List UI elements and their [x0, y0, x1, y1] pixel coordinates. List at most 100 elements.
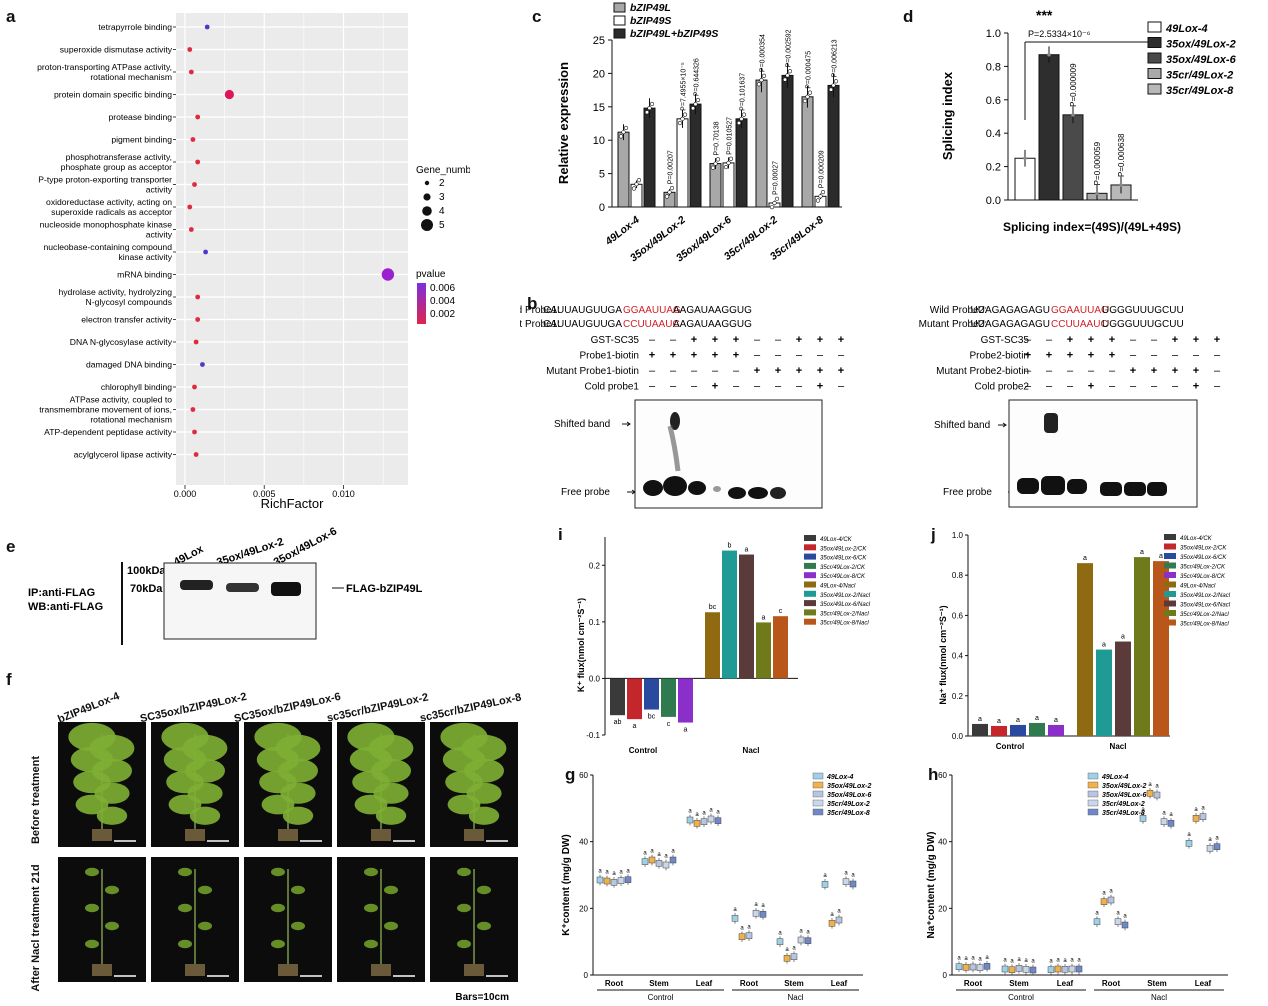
data-point	[782, 77, 788, 82]
significance-letter: a	[1083, 555, 1087, 562]
wild-probe2-seq-a: UUAGAGAGAGU	[971, 305, 1050, 316]
bar	[735, 118, 748, 208]
group-label: Control	[629, 746, 657, 755]
y-axis-label: K⁺content (mg/g DW)	[561, 834, 572, 935]
go-term-line: protein domain specific binding	[54, 90, 172, 100]
significance-letter: a	[1215, 835, 1219, 841]
go-term-label: mRNA binding	[117, 270, 172, 280]
legend-label: bZIP49L	[630, 2, 671, 14]
data-point	[664, 194, 670, 199]
box	[1100, 898, 1108, 905]
shifted-band-label-1: Shifted band	[554, 419, 610, 430]
bar	[1010, 724, 1026, 736]
box	[700, 818, 708, 825]
box	[955, 963, 963, 970]
data-point	[772, 200, 777, 206]
box	[662, 861, 670, 869]
condition-sign: +	[1109, 334, 1115, 346]
significance-letter: a	[650, 849, 654, 855]
go-dot	[190, 137, 196, 142]
legend-label: 35ox/49Lox-6	[827, 792, 871, 799]
box	[669, 856, 677, 864]
box	[1068, 965, 1076, 973]
group-label: Control	[996, 742, 1024, 751]
significance-letter: a	[837, 909, 841, 915]
condition-sign: –	[691, 365, 698, 377]
bar	[644, 678, 659, 710]
y-tick-label: -0.1	[586, 731, 600, 740]
panel-i-label: i	[558, 525, 563, 544]
panel-g-label: g	[565, 765, 576, 784]
column-labels: bZIP49Lox-4 SC35ox/bZIP49Lox-2 SC35ox/bZ…	[46, 660, 522, 726]
tissue-label: Root	[1102, 979, 1121, 988]
go-dot	[203, 249, 209, 255]
legend-label: 35ox/49Lox-6	[1166, 54, 1237, 66]
box	[797, 936, 805, 944]
plant-leaf	[291, 921, 305, 931]
legend-swatch	[804, 572, 816, 579]
box	[776, 938, 784, 945]
condition-label: Probe1-biotin	[580, 351, 639, 362]
go-term-line: protease binding	[108, 112, 172, 122]
y-tick-label: 0.4	[986, 128, 1001, 140]
significance-letter: a	[1095, 910, 1099, 916]
data-point	[713, 161, 718, 166]
data-point	[1119, 183, 1123, 187]
significance-letter: a	[1148, 782, 1152, 788]
band	[271, 582, 301, 596]
condition-sign: +	[1109, 350, 1115, 362]
legend-label: 35ox/49Lox-2/Nacl	[1180, 593, 1231, 599]
legend-label: 49Lox-4/CK	[1180, 536, 1213, 542]
plant-leaf	[85, 903, 99, 913]
y-tick-label: 40	[579, 838, 588, 847]
bar	[643, 107, 656, 208]
legend-label: 49Lox-4	[826, 774, 854, 781]
plant-leaf	[198, 885, 212, 895]
y-tick-label: 25	[593, 35, 605, 47]
x-tick-label: 0.000	[174, 489, 197, 499]
box	[1001, 965, 1009, 973]
legend-swatch	[804, 590, 816, 597]
y-tick-label: 15	[593, 102, 605, 114]
data-point	[1047, 52, 1051, 57]
condition-sign: +	[670, 350, 676, 362]
band	[688, 481, 706, 495]
x-axis-label: RichFactor	[261, 496, 325, 511]
go-term-line: chlorophyll binding	[101, 382, 172, 392]
mutant-probe2-seq-c: UGGGUUUGCUU	[1102, 319, 1184, 330]
condition-sign: –	[1151, 381, 1158, 393]
legend-label: 35cr/49Lox-2/Nacl	[820, 611, 869, 617]
box	[1121, 921, 1129, 929]
significance-letter: a	[1155, 784, 1159, 790]
size-legend-title: Gene_number	[416, 165, 470, 176]
bar	[617, 131, 630, 208]
band	[1100, 482, 1122, 496]
box	[783, 955, 791, 962]
row-label-before: Before treatment	[30, 755, 42, 845]
emsa-panel: Wild Probe1: CAUUAUGUUGA GGAAUUAG AAGAUA…	[520, 305, 1221, 509]
condition-sign: –	[838, 350, 845, 362]
go-term-label: tetrapyrrole binding	[98, 22, 172, 32]
significance-letter: a	[1049, 958, 1053, 964]
significance-letter: a	[851, 873, 855, 879]
legend-swatch	[804, 581, 816, 588]
condition-label: Cold probe2	[975, 382, 1030, 393]
legend-swatch	[804, 618, 816, 625]
go-term-line: acylglycerol lipase activity	[74, 450, 173, 460]
condition-sign: –	[649, 334, 656, 346]
legend-swatch	[1164, 562, 1176, 569]
legend-label: 35cr/49Lox-8/CK	[1180, 574, 1226, 580]
significance-letter: a	[684, 727, 688, 734]
box	[1047, 966, 1055, 973]
significance-letter: a	[657, 852, 661, 858]
significance-letter: a	[1169, 812, 1173, 818]
significance-letter: a	[1102, 642, 1106, 649]
go-term-line: pigment binding	[111, 135, 172, 145]
band	[643, 480, 663, 496]
condition-sign: +	[817, 365, 823, 377]
tissue-label: Stem	[1009, 979, 1029, 988]
condition-sign: –	[754, 350, 761, 362]
legend-label: 35cr/49Lox-2	[827, 801, 870, 808]
p-value-label: P=0.000354	[760, 34, 767, 72]
data-point	[644, 110, 650, 115]
